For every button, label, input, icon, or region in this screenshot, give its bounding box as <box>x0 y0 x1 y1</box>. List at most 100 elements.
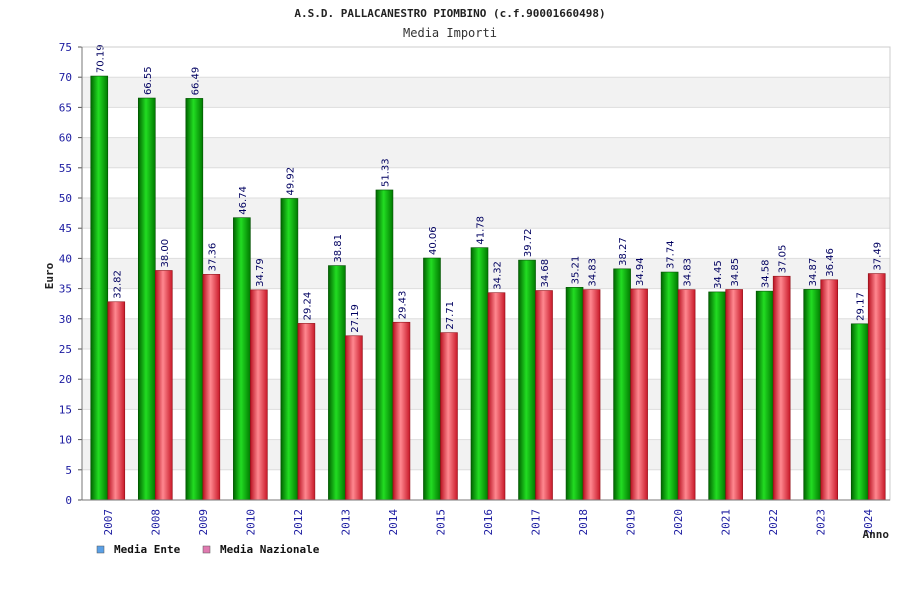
grid-band <box>82 198 890 229</box>
data-label: 34.79 <box>255 258 266 287</box>
legend-swatch-media-nazionale <box>202 545 211 554</box>
x-tick-label: 2021 <box>720 509 733 536</box>
bar-media-nazionale <box>867 273 886 501</box>
bar-media-ente <box>328 265 346 501</box>
x-tick-label: 2022 <box>767 509 780 536</box>
bar-media-nazionale <box>677 289 696 501</box>
x-tick-label: 2019 <box>625 509 638 536</box>
data-label: 37.74 <box>666 240 677 269</box>
bar-media-nazionale <box>440 332 458 501</box>
data-label: 37.49 <box>873 242 884 271</box>
data-label: 27.19 <box>350 304 361 333</box>
y-tick-label: 5 <box>65 464 72 477</box>
data-label: 34.68 <box>540 259 551 288</box>
data-label: 27.71 <box>445 301 456 330</box>
x-tick-label: 2014 <box>387 509 400 536</box>
bar-media-ente <box>565 287 584 501</box>
data-label: 46.74 <box>238 186 249 215</box>
y-tick-label: 70 <box>59 71 72 84</box>
bar-media-ente <box>137 97 156 501</box>
data-labels: 70.19 32.82 66.55 38.00 66.49 37.36 46.74 34.79… <box>95 44 883 332</box>
y-tick-label: 0 <box>65 494 72 507</box>
bar-media-ente <box>755 290 774 501</box>
x-tick-label: 2010 <box>244 509 257 536</box>
y-tick-label: 65 <box>59 101 72 114</box>
bars <box>90 75 886 501</box>
bar-media-nazionale <box>107 301 126 501</box>
x-tick-label: 2018 <box>577 509 590 536</box>
y-tick-label: 55 <box>59 162 72 175</box>
x-tick-label: 2009 <box>197 509 210 536</box>
data-label: 40.06 <box>428 226 439 255</box>
x-tick-label: 2012 <box>292 509 305 536</box>
data-label: 32.82 <box>112 270 123 299</box>
legend: Media Ente Media Nazionale <box>96 543 320 556</box>
x-tick-label: 2008 <box>149 509 162 536</box>
bar-media-ente <box>185 98 204 501</box>
bar-media-ente <box>708 291 726 501</box>
data-label: 37.36 <box>207 243 218 272</box>
grid-band <box>82 137 890 168</box>
bar-media-ente <box>803 289 822 501</box>
bar-media-nazionale <box>487 292 506 501</box>
bar-media-ente <box>470 247 489 501</box>
x-tick-label: 2023 <box>815 509 828 536</box>
bar-media-ente <box>280 198 299 501</box>
data-label: 34.32 <box>493 261 504 290</box>
legend-label-media-ente: Media Ente <box>114 543 181 556</box>
y-tick-label: 15 <box>59 403 72 416</box>
x-tick-label: 2016 <box>482 509 495 536</box>
bar-media-nazionale <box>154 270 173 501</box>
data-label: 34.45 <box>713 260 724 289</box>
bar-media-nazionale <box>202 274 221 501</box>
bar-media-nazionale <box>345 335 363 501</box>
y-tick-label: 75 <box>59 41 72 54</box>
data-label: 29.43 <box>397 291 408 320</box>
chart-subtitle: Media Importi <box>403 26 497 40</box>
x-tick-label: 2015 <box>434 509 447 536</box>
data-label: 37.05 <box>778 245 789 274</box>
data-label: 70.19 <box>95 44 106 73</box>
bar-media-ente <box>660 271 679 501</box>
bar-media-nazionale <box>725 289 743 501</box>
legend-swatch-media-ente <box>96 545 105 554</box>
bar-media-nazionale <box>535 290 553 501</box>
data-label: 34.85 <box>730 258 741 287</box>
x-tick-label: 2024 <box>862 509 875 536</box>
data-label: 51.33 <box>380 158 391 187</box>
data-label: 29.24 <box>302 292 313 321</box>
data-label: 35.21 <box>571 256 582 285</box>
bar-media-ente <box>90 75 109 501</box>
y-tick-label: 10 <box>59 434 72 447</box>
x-axis-label: Anno <box>863 528 890 541</box>
y-tick-label: 45 <box>59 222 72 235</box>
bar-media-ente <box>423 257 441 501</box>
bar-media-ente <box>233 217 251 501</box>
data-label: 34.83 <box>683 258 694 287</box>
y-axis-label: Euro <box>43 262 56 289</box>
data-label: 29.17 <box>856 292 867 321</box>
data-label: 34.58 <box>761 259 772 288</box>
data-label: 38.27 <box>618 237 629 266</box>
bar-media-ente <box>850 323 869 501</box>
bar-media-nazionale <box>297 323 316 501</box>
bar-media-ente <box>518 259 536 501</box>
y-tick-label: 30 <box>59 313 72 326</box>
legend-label-media-nazionale: Media Nazionale <box>220 543 320 556</box>
x-tick-label: 2017 <box>530 509 543 536</box>
y-tick-label: 20 <box>59 373 72 386</box>
data-label: 39.72 <box>523 228 534 257</box>
y-tick-label: 35 <box>59 283 72 296</box>
x-tick-label: 2007 <box>102 509 115 536</box>
y-tick-label: 50 <box>59 192 72 205</box>
data-label: 34.94 <box>635 257 646 286</box>
data-label: 38.81 <box>333 234 344 263</box>
x-tick-label: 2020 <box>672 509 685 536</box>
y-tick-label: 25 <box>59 343 72 356</box>
data-label: 41.78 <box>476 216 487 245</box>
data-label: 66.49 <box>190 67 201 96</box>
bar-media-ente <box>375 189 394 501</box>
bar-media-nazionale <box>630 288 648 501</box>
